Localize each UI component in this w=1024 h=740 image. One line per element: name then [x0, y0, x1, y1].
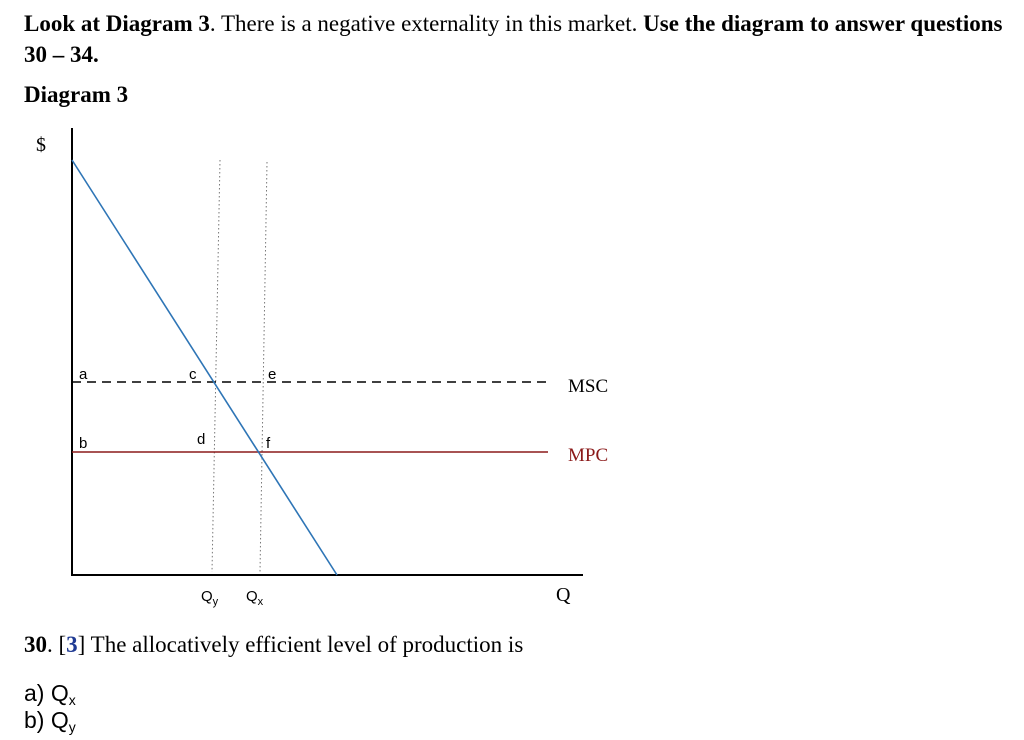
- question-text: The allocatively efficient level of prod…: [85, 632, 524, 657]
- option-b-sub: y: [68, 719, 76, 735]
- demand-line: [71, 159, 338, 576]
- qx-label-main: Q: [246, 588, 258, 605]
- intro-plain: . There is a negative externality in thi…: [209, 11, 644, 36]
- question-number: 30: [24, 632, 47, 657]
- qy-guide: [211, 159, 221, 573]
- label-c: c: [189, 366, 197, 383]
- qy-label-main: Q: [201, 588, 213, 605]
- points-open: . [: [47, 632, 67, 657]
- option-a-prefix: a) Q: [24, 680, 69, 706]
- qy-label: Qy: [201, 588, 219, 608]
- label-a: a: [79, 366, 88, 383]
- qx-label-sub: x: [258, 596, 264, 608]
- intro-text: Look at Diagram 3. There is a negative e…: [24, 8, 1014, 70]
- label-d: d: [197, 431, 205, 448]
- x-axis-label: Q: [556, 584, 571, 606]
- option-a-sub: x: [68, 692, 76, 708]
- label-e: e: [268, 366, 276, 383]
- qy-label-sub: y: [213, 596, 219, 608]
- label-f: f: [266, 435, 271, 452]
- label-b: b: [79, 435, 87, 452]
- intro-bold-2: Use the diagram to answer questions 30 –…: [24, 11, 1003, 67]
- msc-label: MSC: [568, 376, 608, 397]
- y-axis-label: $: [36, 134, 46, 156]
- question-points: 3: [66, 632, 78, 657]
- mpc-label: MPC: [568, 445, 608, 466]
- option-b-prefix: b) Q: [24, 707, 69, 733]
- question-30: 30. [3] The allocatively efficient level…: [24, 632, 523, 658]
- intro-bold-1: Look at Diagram 3: [24, 11, 210, 36]
- qx-label: Qx: [246, 588, 264, 608]
- option-b[interactable]: b) Qy: [24, 707, 76, 735]
- option-a[interactable]: a) Qx: [24, 680, 76, 708]
- points-close: ]: [77, 632, 86, 657]
- qx-guide: [259, 161, 268, 573]
- diagram-title: Diagram 3: [24, 82, 129, 107]
- externality-diagram: $ Q a c e b d f MSC MPC Qy Qx: [36, 128, 608, 608]
